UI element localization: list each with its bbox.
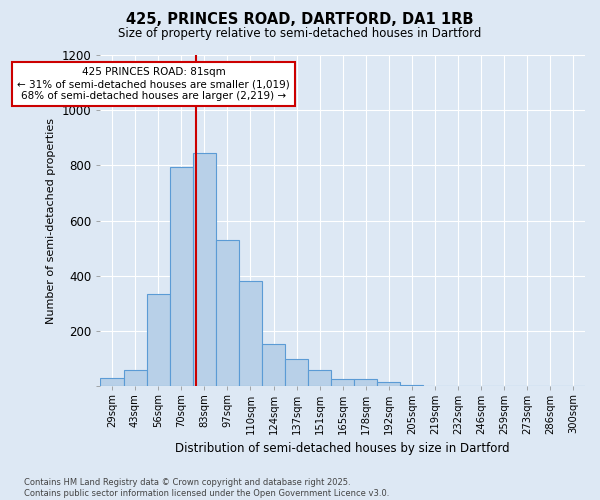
Bar: [239, 282, 262, 387]
Text: Size of property relative to semi-detached houses in Dartford: Size of property relative to semi-detach…: [118, 28, 482, 40]
Bar: [216, 240, 239, 386]
Bar: [331, 380, 354, 386]
Bar: [170, 167, 193, 386]
Text: 425 PRINCES ROAD: 81sqm
← 31% of semi-detached houses are smaller (1,019)
68% of: 425 PRINCES ROAD: 81sqm ← 31% of semi-de…: [17, 68, 290, 100]
Text: 425, PRINCES ROAD, DARTFORD, DA1 1RB: 425, PRINCES ROAD, DARTFORD, DA1 1RB: [126, 12, 474, 28]
Bar: [354, 380, 377, 386]
Bar: [146, 294, 170, 386]
Bar: [308, 370, 331, 386]
Bar: [193, 153, 216, 386]
Bar: [100, 378, 124, 386]
Bar: [400, 385, 424, 386]
Bar: [377, 382, 400, 386]
Text: Contains HM Land Registry data © Crown copyright and database right 2025.
Contai: Contains HM Land Registry data © Crown c…: [24, 478, 389, 498]
Bar: [262, 344, 285, 386]
Bar: [285, 358, 308, 386]
X-axis label: Distribution of semi-detached houses by size in Dartford: Distribution of semi-detached houses by …: [175, 442, 510, 455]
Y-axis label: Number of semi-detached properties: Number of semi-detached properties: [46, 118, 56, 324]
Bar: [124, 370, 146, 386]
